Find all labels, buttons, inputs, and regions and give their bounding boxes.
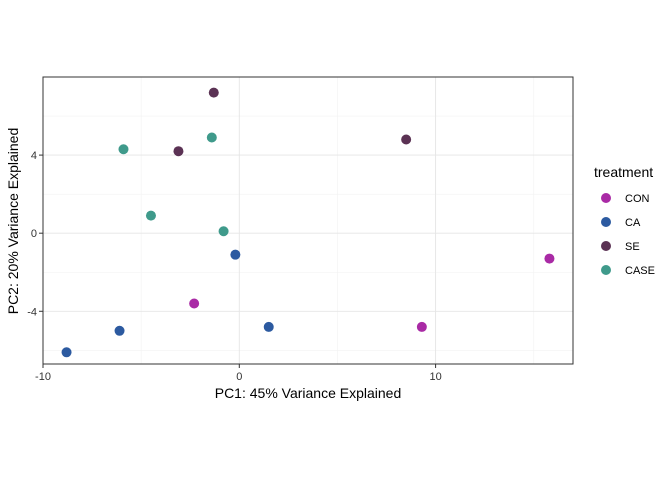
- legend-key-con: [601, 193, 611, 203]
- legend-key-se: [601, 241, 611, 251]
- data-points: [61, 87, 555, 358]
- point-con: [416, 321, 427, 332]
- legend-key-ca: [601, 217, 611, 227]
- x-tick-labels: -10 0 10: [35, 371, 442, 383]
- y-tick-label: -4: [27, 306, 37, 318]
- y-tick-label: 4: [31, 150, 37, 162]
- x-tick-label: 0: [236, 371, 242, 383]
- point-case: [218, 226, 229, 237]
- major-gridlines: [42, 77, 573, 364]
- point-ca: [114, 325, 125, 336]
- y-axis-title: PC2: 20% Variance Explained: [5, 128, 21, 315]
- legend-label-con: CON: [625, 193, 650, 205]
- point-se: [173, 146, 184, 157]
- legend-title: treatment: [594, 164, 653, 180]
- point-case: [145, 210, 156, 221]
- minor-gridlines: [43, 77, 573, 364]
- legend-key-case: [601, 265, 611, 275]
- point-con: [189, 298, 200, 309]
- point-case: [206, 132, 217, 143]
- y-tick-labels: -4 0 4: [27, 150, 37, 318]
- legend-label-case: CASE: [625, 265, 655, 277]
- point-case: [118, 144, 129, 155]
- x-axis-title: PC1: 45% Variance Explained: [215, 385, 402, 401]
- point-ca: [230, 249, 241, 260]
- point-con: [544, 253, 555, 264]
- legend-label-ca: CA: [625, 217, 641, 229]
- point-se: [401, 134, 412, 145]
- point-ca: [61, 347, 72, 358]
- x-tick-label: 10: [429, 371, 441, 383]
- point-se: [208, 87, 219, 98]
- x-tick-label: -10: [35, 371, 51, 383]
- panel-border: [42, 76, 574, 365]
- axis-ticks: [39, 154, 437, 368]
- y-tick-label: 0: [31, 228, 37, 240]
- point-ca: [263, 321, 274, 332]
- legend-label-se: SE: [625, 241, 640, 253]
